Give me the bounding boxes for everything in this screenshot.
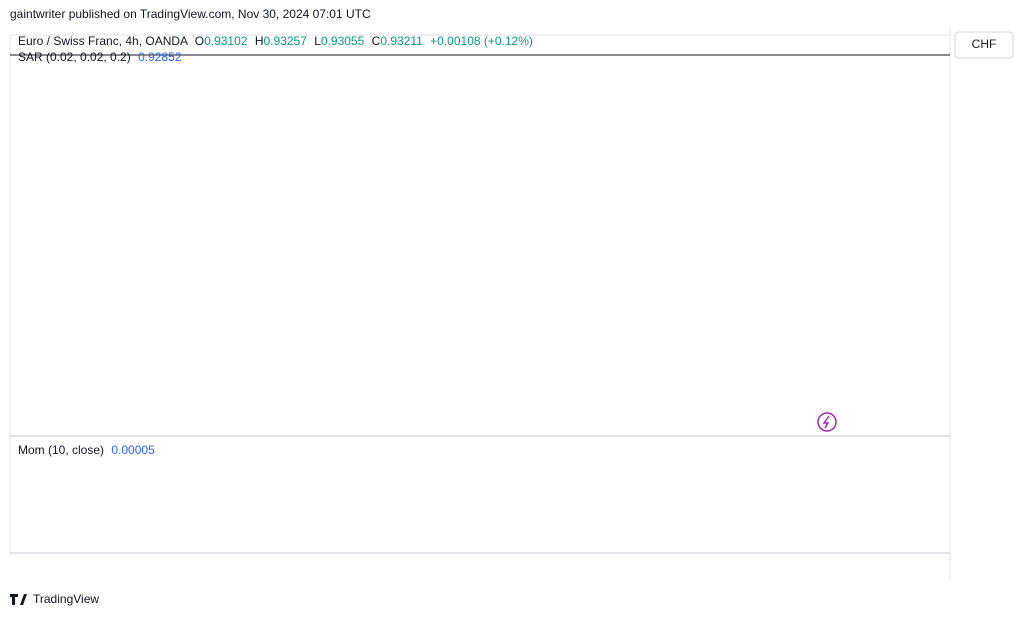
ohlc-letter: H <box>255 34 264 48</box>
currency[interactable]: CHF <box>972 37 997 51</box>
ohlc-value: 0.93211 <box>380 34 423 48</box>
legend: Euro / Swiss Franc, 4h, OANDA O0.93102 H… <box>18 34 533 48</box>
publish-note: gaintwriter published on TradingView.com… <box>10 7 371 21</box>
change: +0.00108 (+0.12%) <box>430 34 533 48</box>
symbol: Euro / Swiss Franc, 4h, OANDA <box>18 34 188 48</box>
ohlc-value: 0.93102 <box>204 34 248 48</box>
sar-legend: SAR (0.02, 0.02, 0.2) 0.92852 <box>18 50 182 64</box>
brand[interactable]: TradingView <box>33 592 99 606</box>
ohlc-value: 0.93055 <box>321 34 365 48</box>
ohlc-letter: L <box>314 34 321 48</box>
logo[interactable]: TradingView <box>10 592 99 606</box>
mom-name: Mom (10, close) <box>18 443 104 457</box>
mom-legend: Mom (10, close) 0.00005 <box>18 443 155 457</box>
mom-value: 0.00005 <box>111 443 155 457</box>
ohlc-letter: C <box>372 34 381 48</box>
ohlc-value: 0.93257 <box>263 34 307 48</box>
ohlc-letter: O <box>195 34 204 48</box>
sar-value: 0.92852 <box>138 50 182 64</box>
sar-name: SAR (0.02, 0.02, 0.2) <box>18 50 131 64</box>
currency-box[interactable] <box>954 31 1014 59</box>
replay-icon[interactable] <box>817 412 837 432</box>
